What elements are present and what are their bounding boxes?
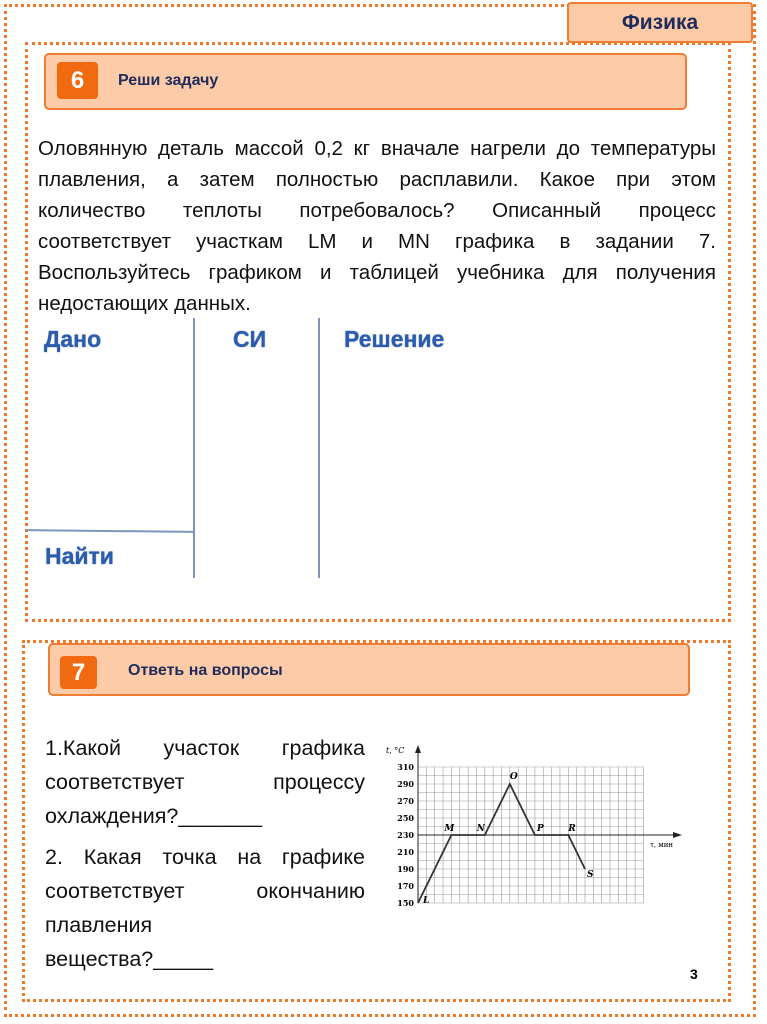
y-tick-label: 230 <box>397 830 414 840</box>
given-label: Дано <box>44 326 102 352</box>
task6-number: 6 <box>57 62 98 99</box>
task7-header <box>48 643 690 696</box>
subject-tab: Физика <box>567 2 753 43</box>
task7-number: 7 <box>60 656 97 689</box>
y-tick-label: 150 <box>397 898 414 908</box>
task6-text: Оловянную деталь массой 0,2 кг вначале н… <box>38 137 716 315</box>
x-axis-label: τ, мин <box>650 841 673 849</box>
table-divider <box>318 318 320 578</box>
point-label-O: O <box>510 772 518 782</box>
point-label-N: N <box>476 824 486 834</box>
series-line <box>417 781 586 904</box>
y-axis-label: t, °C <box>386 746 404 755</box>
table-divider <box>193 318 195 578</box>
task7-title: Ответь на вопросы <box>128 662 283 679</box>
y-tick-label: 170 <box>397 881 414 891</box>
task6-section <box>25 42 731 622</box>
si-label: СИ <box>233 326 267 352</box>
y-axis-arrow <box>415 745 421 753</box>
solution-label: Решение <box>344 326 445 352</box>
x-axis-arrow <box>673 832 682 838</box>
task6-title: Реши задачу <box>118 72 219 89</box>
y-tick-label: 270 <box>397 796 414 806</box>
question-1: 1.Какой участок графика соответствует пр… <box>45 736 365 828</box>
y-tick-label: 310 <box>397 762 414 772</box>
y-tick-label: 190 <box>397 864 414 874</box>
task6-header <box>44 53 687 110</box>
point-label-R: R <box>567 824 576 834</box>
question-2: 2. Какая точка на графике соответствует … <box>45 845 365 937</box>
task7-section <box>22 640 731 1002</box>
point-label-P: P <box>536 824 544 834</box>
y-tick-label: 290 <box>397 779 414 789</box>
page-frame <box>4 4 756 1017</box>
point-label-L: L <box>422 896 429 906</box>
page-number: 3 <box>690 966 698 982</box>
question-2-end: вещества?_____ <box>45 947 214 971</box>
y-tick-label: 250 <box>397 813 414 823</box>
point-label-M: M <box>443 824 455 834</box>
find-label: Найти <box>45 543 114 569</box>
temperature-chart: τ, мин t, °C 150 170 190 210 230 250 270 290 310 L M… <box>386 745 682 908</box>
y-tick-label: 210 <box>397 847 414 857</box>
point-label-S: S <box>587 870 594 880</box>
